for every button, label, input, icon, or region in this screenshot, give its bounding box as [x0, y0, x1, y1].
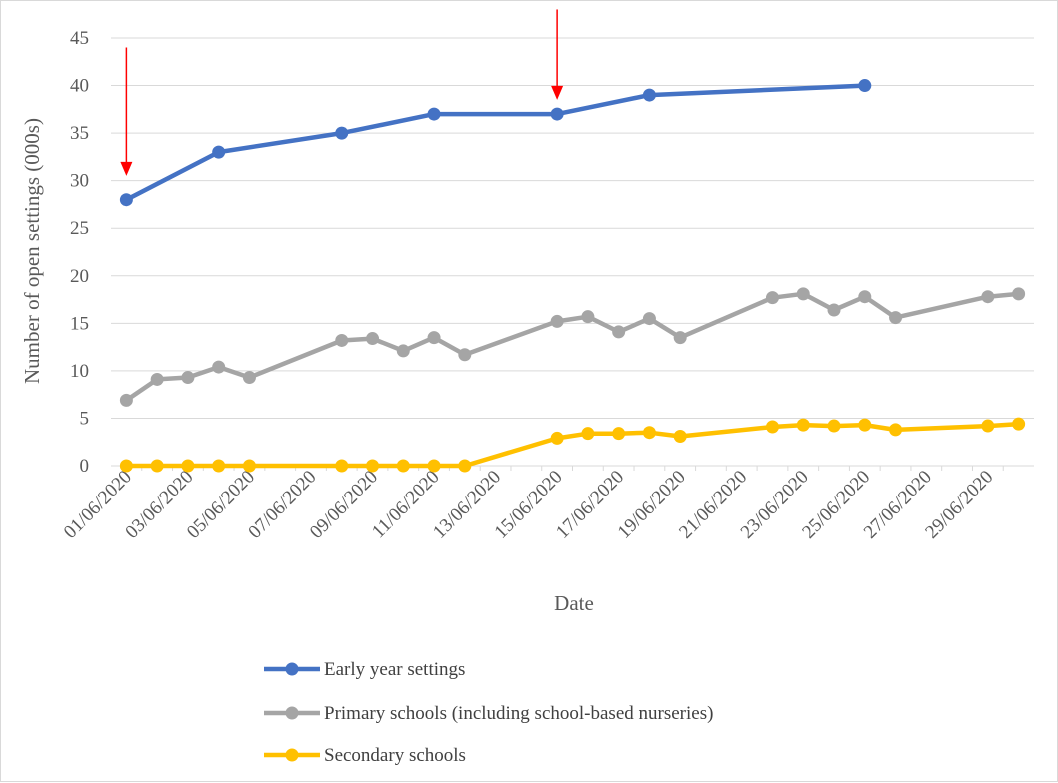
y-tick-label: 20	[70, 266, 89, 287]
data-point	[119, 193, 133, 207]
legend-marker	[285, 706, 299, 720]
data-point	[458, 459, 472, 473]
data-point	[673, 331, 687, 345]
data-point	[981, 419, 995, 433]
legend-marker	[285, 662, 299, 676]
data-point	[642, 88, 656, 102]
y-tick-label: 40	[70, 76, 89, 97]
legend-item: Secondary schools	[264, 745, 466, 766]
data-point	[673, 430, 687, 444]
data-point	[796, 287, 810, 301]
data-point	[119, 459, 133, 473]
y-tick-label: 25	[70, 218, 89, 239]
legend-marker	[285, 748, 299, 762]
legend-label: Primary schools (including school-based …	[324, 703, 713, 724]
series-2	[119, 287, 1026, 407]
data-point	[427, 107, 441, 121]
y-tick-label: 30	[70, 171, 89, 192]
data-point	[242, 371, 256, 385]
series-line	[124, 83, 868, 202]
data-point	[858, 418, 872, 432]
data-point	[335, 459, 349, 473]
data-point	[396, 459, 410, 473]
data-point	[765, 291, 779, 305]
data-point	[550, 431, 564, 445]
annotations	[120, 9, 564, 176]
data-point	[550, 314, 564, 328]
y-axis-title: Number of open settings (000s)	[20, 118, 44, 384]
series-line	[124, 291, 1021, 403]
data-point	[858, 79, 872, 93]
x-axis-title: Date	[554, 591, 594, 615]
data-point	[889, 311, 903, 325]
data-point	[858, 290, 872, 304]
y-tick-label: 10	[70, 361, 89, 382]
y-tick-label: 35	[70, 123, 89, 144]
data-point	[642, 426, 656, 440]
data-point	[242, 459, 256, 473]
legend-label: Early year settings	[324, 659, 465, 680]
data-point	[889, 423, 903, 437]
data-point	[335, 126, 349, 140]
data-point	[1012, 287, 1026, 301]
data-point	[366, 332, 380, 346]
data-point	[827, 419, 841, 433]
data-point	[212, 145, 226, 159]
data-point	[427, 331, 441, 345]
annotation-arrowhead	[120, 161, 133, 176]
data-point	[581, 427, 595, 441]
data-point	[335, 333, 349, 347]
data-point	[150, 459, 164, 473]
data-point	[150, 372, 164, 386]
annotation-arrowhead	[551, 85, 564, 100]
series-line	[124, 421, 1021, 469]
data-point	[642, 312, 656, 326]
data-point	[827, 303, 841, 317]
data-point	[796, 418, 810, 432]
data-point	[427, 459, 441, 473]
x-axis-ticks: 01/06/202003/06/202005/06/202007/06/2020…	[60, 466, 1004, 543]
series-3	[119, 417, 1026, 473]
data-point	[396, 344, 410, 358]
data-point	[212, 360, 226, 374]
data-point	[119, 393, 133, 407]
data-point	[612, 427, 626, 441]
data-point	[212, 459, 226, 473]
data-point	[765, 420, 779, 434]
data-point	[366, 459, 380, 473]
series	[119, 79, 1026, 473]
data-point	[181, 459, 195, 473]
y-tick-label: 5	[80, 408, 90, 429]
data-point	[458, 348, 472, 362]
y-tick-label: 0	[80, 456, 90, 477]
legend-label: Secondary schools	[324, 745, 466, 766]
gridlines	[111, 37, 1034, 419]
legend-item: Early year settings	[264, 659, 465, 680]
data-point	[581, 310, 595, 324]
data-point	[981, 290, 995, 304]
y-tick-label: 45	[70, 28, 89, 49]
data-point	[1012, 417, 1026, 431]
legend-item: Primary schools (including school-based …	[264, 703, 713, 724]
y-axis-ticks: 0 5 10 15 20 25 30 35 40 45	[70, 28, 89, 477]
data-point	[181, 371, 195, 385]
data-point	[550, 107, 564, 121]
data-point	[612, 325, 626, 339]
y-tick-label: 15	[70, 313, 89, 334]
legend: Early year settings Primary schools (incl…	[264, 659, 713, 766]
series-1	[119, 79, 872, 207]
x-tick-label: 29/06/2020	[921, 467, 997, 543]
